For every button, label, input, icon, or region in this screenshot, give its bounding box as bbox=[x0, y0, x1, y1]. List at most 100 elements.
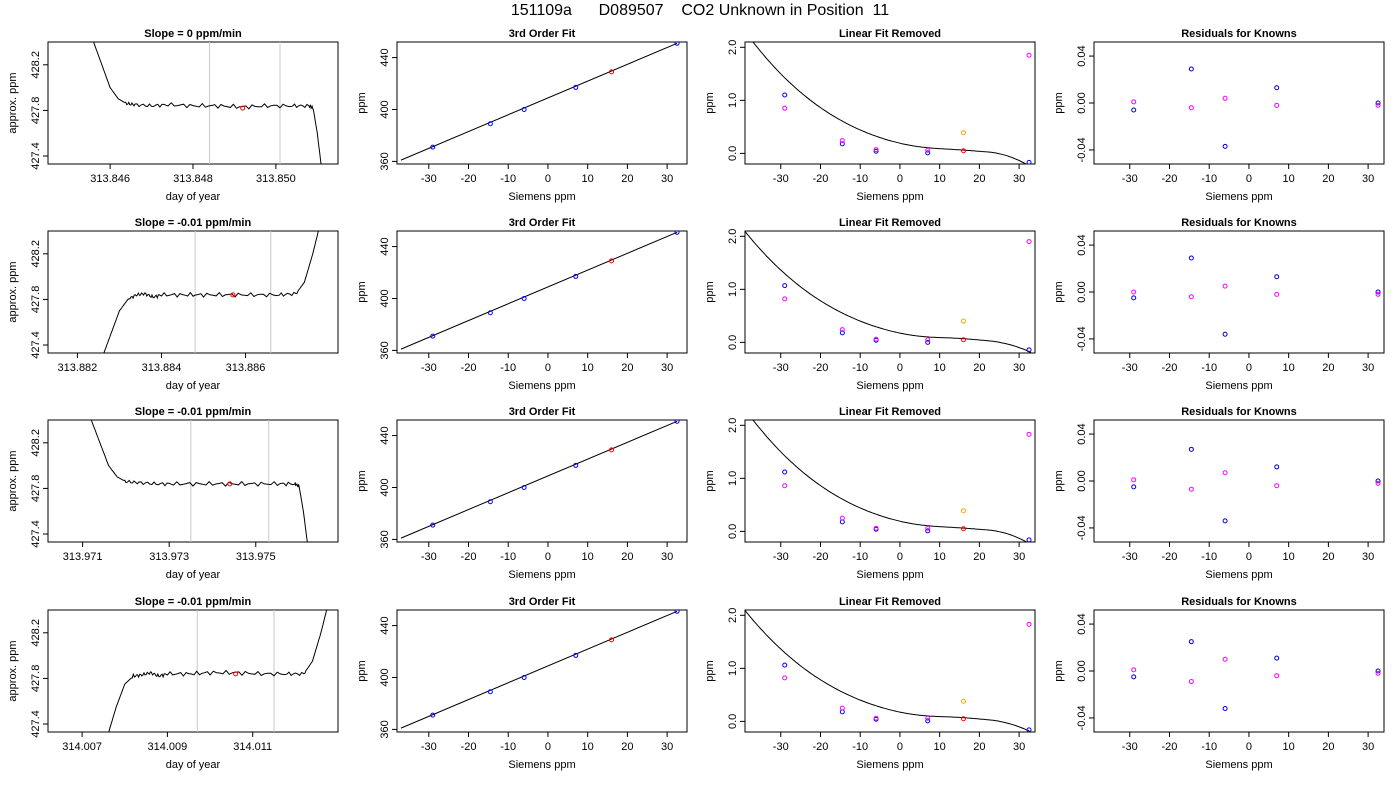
data-point bbox=[1026, 431, 1032, 437]
y-tick-label: 1.0 bbox=[727, 661, 739, 676]
y-tick-label: 440 bbox=[379, 48, 391, 66]
x-axis-label: day of year bbox=[166, 191, 221, 203]
data-point bbox=[521, 295, 527, 301]
y-tick-label: 0.00 bbox=[1076, 660, 1088, 681]
fit-curve bbox=[752, 42, 1027, 164]
data-point bbox=[674, 420, 680, 424]
plot-frame bbox=[1093, 41, 1385, 165]
chart-title: Slope = 0 ppm/min bbox=[144, 28, 242, 40]
plot-area bbox=[1131, 446, 1381, 524]
x-axis-label: Siemens ppm bbox=[1205, 380, 1272, 392]
x-tick-label: 313.846 bbox=[90, 173, 130, 185]
y-tick-label: 0.0 bbox=[727, 335, 739, 350]
y-tick-label: 428.2 bbox=[30, 429, 42, 457]
x-tick-label: -10 bbox=[852, 551, 868, 563]
data-point bbox=[1188, 639, 1194, 645]
x-tick-label: -10 bbox=[500, 741, 516, 753]
plot-frame bbox=[47, 230, 339, 354]
plot-area bbox=[93, 42, 322, 164]
y-tick-label: 440 bbox=[379, 616, 391, 634]
x-tick-label: -20 bbox=[1162, 551, 1178, 563]
plot-area bbox=[745, 231, 1032, 353]
x-tick-label: 10 bbox=[934, 173, 946, 185]
data-point bbox=[1222, 518, 1228, 524]
chart-title: Slope = -0.01 ppm/min bbox=[135, 406, 252, 418]
x-tick-label: 10 bbox=[582, 551, 594, 563]
data-point bbox=[573, 84, 579, 90]
x-tick-label: -30 bbox=[1122, 551, 1138, 563]
y-axis-label: ppm bbox=[356, 470, 368, 491]
y-axis-label: ppm bbox=[356, 660, 368, 681]
x-tick-label: 10 bbox=[934, 551, 946, 563]
x-tick-label: 10 bbox=[934, 362, 946, 374]
data-point bbox=[925, 150, 931, 156]
plot-frame bbox=[744, 609, 1036, 733]
panel-0-1: 3rd Order Fit -30 -20 -10 0 10 20 30 360 400 440 Si… bbox=[356, 28, 688, 203]
data-point bbox=[1375, 478, 1381, 484]
data-point bbox=[1188, 446, 1194, 452]
x-tick-label: 20 bbox=[1322, 741, 1334, 753]
x-tick-label: 314.009 bbox=[148, 741, 188, 753]
x-tick-label: -30 bbox=[773, 173, 789, 185]
x-tick-label: -10 bbox=[852, 362, 868, 374]
data-point bbox=[1131, 674, 1137, 680]
plot-frame bbox=[1093, 419, 1385, 543]
chart-title: Residuals for Knowns bbox=[1181, 406, 1297, 418]
fit-curve bbox=[752, 420, 1028, 542]
panel-3-0: Slope = -0.01 ppm/min 314.007 314.009 314.0… bbox=[7, 596, 339, 771]
data-point bbox=[487, 689, 493, 695]
plot-frame bbox=[1093, 609, 1385, 733]
data-point bbox=[782, 483, 788, 489]
y-tick-label: 360 bbox=[379, 152, 391, 170]
fit-line bbox=[400, 420, 678, 539]
data-point bbox=[1222, 706, 1228, 712]
x-axis-label: Siemens ppm bbox=[508, 191, 575, 203]
x-tick-label: 30 bbox=[1362, 362, 1374, 374]
x-axis-label: Siemens ppm bbox=[508, 380, 575, 392]
y-axis-label: ppm bbox=[1053, 92, 1065, 113]
fit-curve bbox=[745, 610, 1032, 732]
data-point bbox=[1274, 85, 1280, 91]
y-axis-label: ppm bbox=[704, 92, 716, 113]
y-tick-label: 2.0 bbox=[727, 229, 739, 244]
y-tick-label: -0.04 bbox=[1076, 515, 1088, 540]
series-line bbox=[90, 420, 308, 542]
y-tick-label: -0.04 bbox=[1076, 326, 1088, 351]
y-tick-label: 360 bbox=[379, 341, 391, 359]
data-point bbox=[925, 337, 931, 343]
x-tick-label: -30 bbox=[1122, 173, 1138, 185]
y-tick-label: 0.04 bbox=[1076, 45, 1088, 66]
data-point bbox=[1274, 655, 1280, 661]
x-tick-label: -20 bbox=[813, 741, 829, 753]
x-tick-label: -20 bbox=[813, 362, 829, 374]
chart-title: Linear Fit Removed bbox=[839, 217, 941, 229]
data-point bbox=[1274, 102, 1280, 108]
y-tick-label: 360 bbox=[379, 720, 391, 738]
y-axis-label: ppm bbox=[1053, 470, 1065, 491]
data-point bbox=[521, 106, 527, 112]
x-tick-label: 0 bbox=[545, 741, 551, 753]
plot-area bbox=[400, 610, 680, 729]
x-tick-label: -20 bbox=[1162, 741, 1178, 753]
chart-title: 3rd Order Fit bbox=[509, 28, 576, 40]
plot-frame bbox=[1093, 230, 1385, 354]
x-tick-label: 10 bbox=[1283, 173, 1295, 185]
y-axis-label: ppm bbox=[704, 281, 716, 302]
plot-area bbox=[103, 231, 319, 353]
plot-area bbox=[745, 610, 1032, 732]
x-tick-label: 0 bbox=[897, 173, 903, 185]
x-tick-label: 20 bbox=[973, 173, 985, 185]
x-tick-label: 20 bbox=[973, 741, 985, 753]
panel-0-2: Linear Fit Removed -30 -20 -10 0 10 20 30 0.0 1.0… bbox=[704, 28, 1036, 203]
plot-frame bbox=[47, 609, 339, 733]
plot-area bbox=[752, 420, 1032, 542]
data-point bbox=[839, 138, 845, 144]
x-tick-label: 10 bbox=[582, 362, 594, 374]
x-axis-label: Siemens ppm bbox=[1205, 759, 1272, 771]
x-tick-label: 0 bbox=[1246, 362, 1252, 374]
x-axis-label: Siemens ppm bbox=[508, 569, 575, 581]
x-tick-label: 20 bbox=[1322, 173, 1334, 185]
x-tick-label: 20 bbox=[621, 173, 633, 185]
x-tick-label: 20 bbox=[621, 551, 633, 563]
plot-frame bbox=[396, 419, 688, 543]
